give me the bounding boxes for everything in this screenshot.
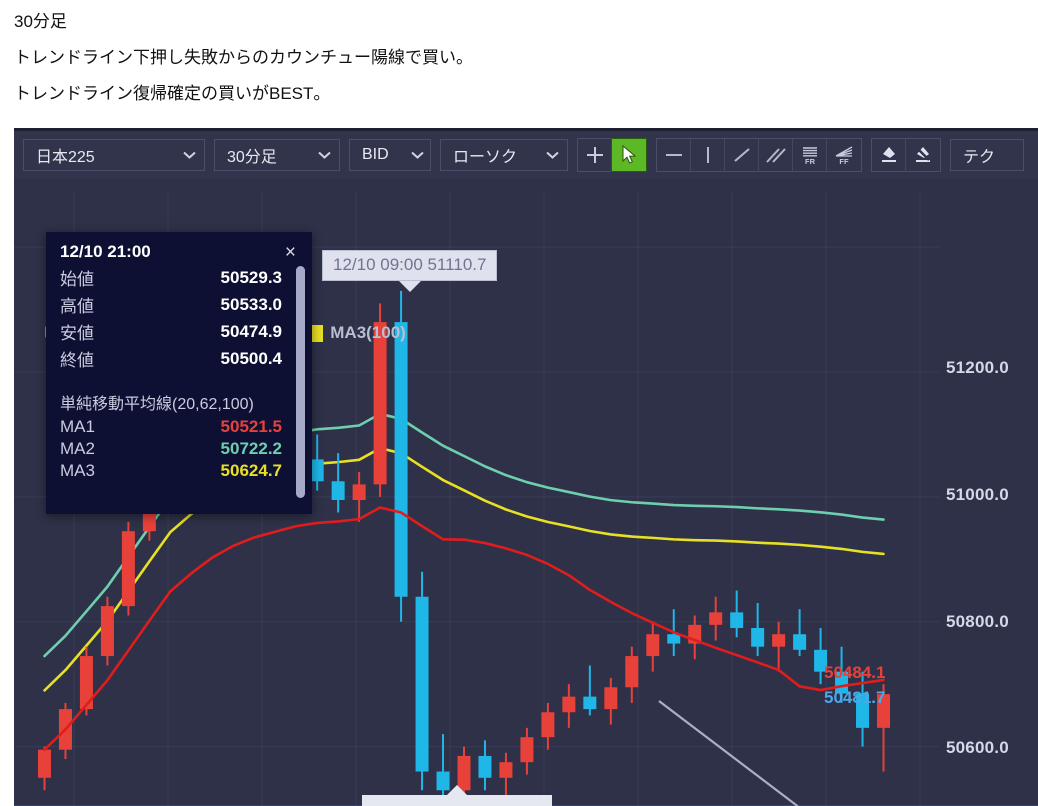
crosshair-add-tool[interactable] [578,139,612,171]
y-axis-label-1: 51000.0 [946,485,1009,504]
tooltip-ma-title: 単純移動平均線(20,62,100) [60,396,254,413]
toolbar-spacer [862,131,871,179]
tooltip-row-high: 高値 50533.0 [46,291,312,318]
pointer-tool[interactable] [611,138,647,172]
draw-tool-group-2: FR FF [656,138,862,172]
ma1-line [43,506,885,751]
chevron-down-icon [411,149,424,161]
tooltip-key-close: 終値 [60,351,94,370]
chart-type-select[interactable]: ローソク [440,139,568,171]
y-axis-label-0: 51200.0 [946,358,1009,377]
symbol-select[interactable]: 日本225 [23,139,205,171]
delete-all-tool[interactable] [906,139,940,171]
toolbar-spacer [647,131,656,179]
crosshair-bubble-tail [398,281,421,292]
vertical-line-tool[interactable] [691,139,725,171]
bid-ask-select-label: BID [362,146,389,163]
trendlines [658,700,800,806]
trend-line-tool[interactable] [725,139,759,171]
chevron-down-icon [183,149,196,161]
tooltip-title: 12/10 21:00 [60,242,151,261]
chart-widget: 日本225 30分足 BID ローソク [14,128,1038,806]
tooltip-key-ma2: MA2 [60,439,95,458]
technical-select-label: テク [963,149,996,166]
legend-label-ma3: MA3(100) [330,323,406,342]
wedge-upper-trendline [658,700,800,806]
article-line-1: 30分足 [14,12,67,31]
svg-text:FR: FR [805,157,816,166]
tooltip-key-open: 始値 [60,270,94,289]
chevron-down-icon [546,149,559,161]
tooltip-value-open: 50529.3 [220,267,282,287]
fibonacci-retracement-tool[interactable]: FR [793,139,827,171]
annotation-price-red: 50484.1 [824,663,886,682]
tooltip-key-high: 高値 [60,297,94,316]
tooltip-value-ma3: 50624.7 [220,461,282,480]
toolbar-spacer [14,131,23,179]
chevron-down-icon [318,149,331,161]
draw-tool-group-3 [871,138,941,172]
tooltip-row-low: 安値 50474.9 [46,318,312,345]
tooltip-value-ma2: 50722.2 [220,439,282,458]
horizontal-line-tool[interactable] [657,139,691,171]
draw-tool-group-1 [577,138,647,172]
tooltip-key-ma3: MA3 [60,461,95,480]
tooltip-header: 12/10 21:00 × [46,232,312,264]
tooltip-row-ma2: MA2 50722.2 [46,438,312,460]
timeframe-select-label: 30分足 [227,149,277,166]
chart-svg [14,191,1038,806]
symbol-select-label: 日本225 [36,149,95,166]
annotation-price-blue: 50481.7 [824,688,886,707]
ma3-line [43,446,885,692]
tooltip-row-open: 始値 50529.3 [46,264,312,291]
tooltip-value-close: 50500.4 [220,348,282,368]
legend-item-ma3[interactable]: MA3(100) [306,323,406,343]
chart-plot-area[interactable] [14,191,1038,806]
time-axis-label [362,785,552,806]
chart-type-select-label: ローソク [453,149,518,166]
toolbar-spacer [941,131,950,179]
article-line-3: トレンドライン復帰確定の買いがBEST。 [14,84,331,103]
crosshair-value-bubble: 12/10 09:00 51110.7 [322,250,498,292]
toolbar-spacer [431,131,440,179]
timeframe-select[interactable]: 30分足 [214,139,340,171]
tooltip-value-high: 50533.0 [220,294,282,314]
tooltip-row-close: 終値 50500.4 [46,345,312,372]
toolbar-spacer [340,131,349,179]
y-axis-label-3: 50600.0 [946,738,1009,757]
time-axis-label-tail [447,785,467,795]
fibonacci-fan-tool[interactable]: FF [827,139,861,171]
article-line-2: トレンドライン下押し失敗からのカウンチュー陽線で買い。 [14,48,473,67]
technical-select[interactable]: テク [950,139,1024,171]
close-icon[interactable]: × [284,241,296,263]
tooltip-key-low: 安値 [60,324,94,343]
y-axis-label-2: 50800.0 [946,612,1009,631]
svg-text:FF: FF [839,157,849,166]
parallel-channel-tool[interactable] [759,139,793,171]
bid-ask-select[interactable]: BID [349,139,431,171]
toolbar-spacer [205,131,214,179]
tooltip-row-ma1: MA1 50521.5 [46,416,312,438]
crosshair-value-text: 12/10 09:00 51110.7 [322,250,498,281]
eraser-tool[interactable] [872,139,906,171]
chart-toolbar: 日本225 30分足 BID ローソク [14,131,1038,179]
article-text: 30分足 トレンドライン下押し失敗からのカウンチュー陽線で買い。 トレンドライン… [14,8,1014,116]
tooltip-scrollbar[interactable] [296,266,305,498]
tooltip-key-ma1: MA1 [60,417,95,436]
tooltip-value-low: 50474.9 [220,321,282,341]
tooltip-row-ma3: MA3 50624.7 [46,460,312,482]
toolbar-spacer [568,131,577,179]
tooltip-value-ma1: 50521.5 [220,417,282,436]
ohlc-tooltip-panel[interactable]: 12/10 21:00 × 始値 50529.3 高値 50533.0 安値 5… [46,232,312,514]
